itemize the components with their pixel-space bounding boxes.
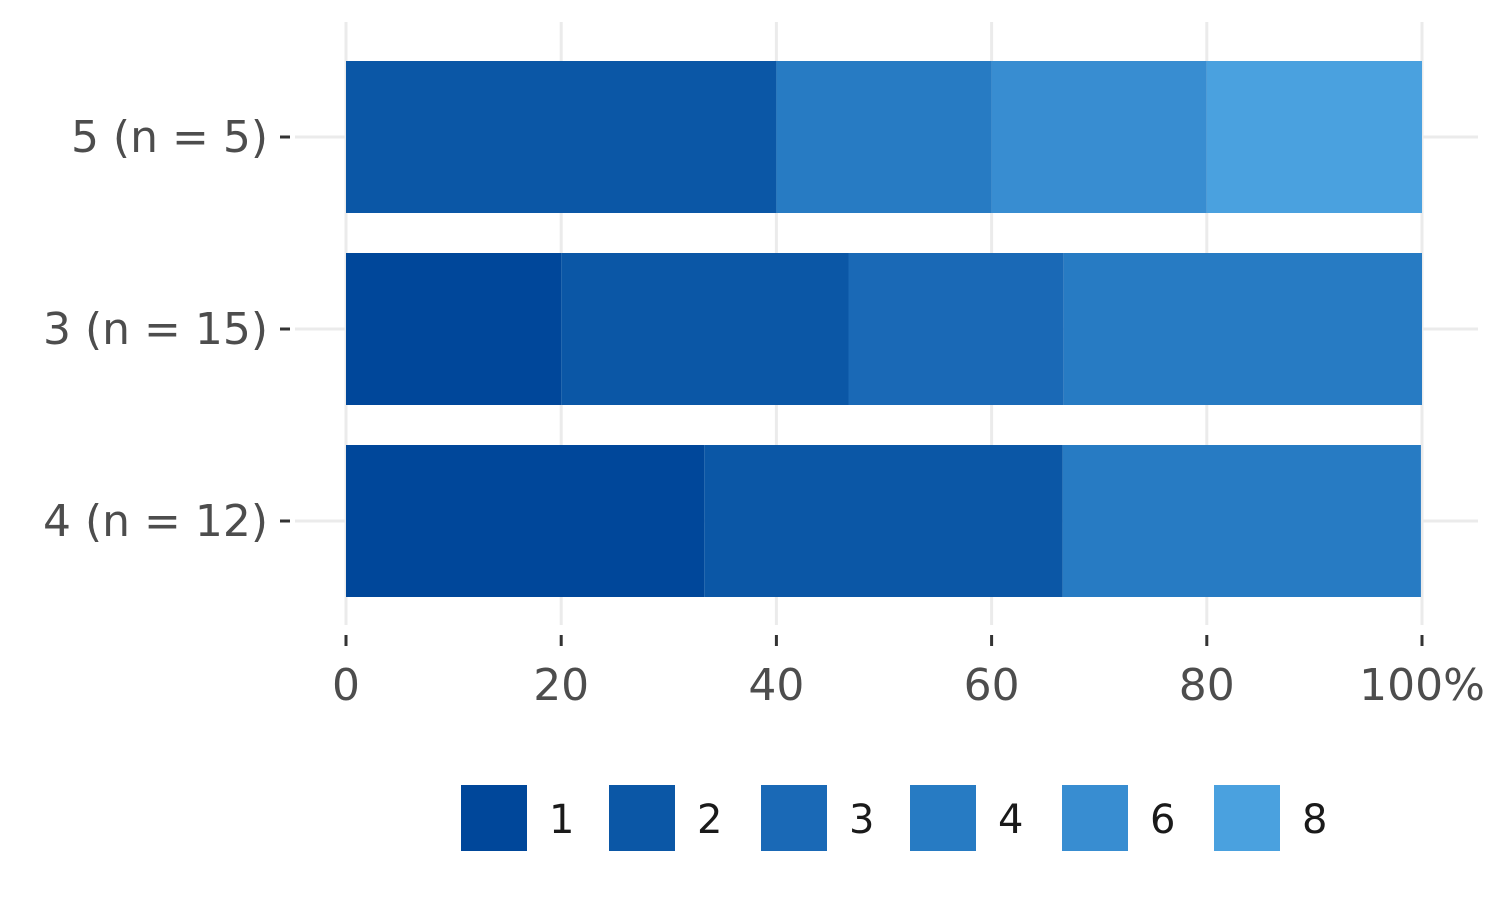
- legend-swatch: [1062, 785, 1128, 851]
- legend-label: 1: [549, 797, 574, 843]
- axes: 0 20 40 60 80 100% 5 (n = 5) 3 (n = 15) 4 (n = 1…: [43, 112, 1485, 711]
- legend: 1 2 3 4 6 8: [461, 785, 1327, 851]
- bar-segment: [1206, 61, 1422, 213]
- bar-segment: [346, 61, 777, 213]
- bar-segment: [776, 61, 992, 213]
- x-tick-label: 20: [533, 660, 589, 711]
- bar-segment: [848, 253, 1064, 405]
- legend-label: 8: [1302, 797, 1327, 843]
- bar-segment: [1063, 253, 1422, 405]
- bar-segment: [991, 61, 1207, 213]
- x-tick-label: 100%: [1359, 660, 1485, 711]
- category-label: 3 (n = 15): [43, 304, 268, 355]
- category-label: 5 (n = 5): [71, 112, 268, 163]
- category-label: 4 (n = 12): [43, 496, 268, 547]
- bars: [346, 61, 1422, 597]
- x-tick-label: 80: [1179, 660, 1235, 711]
- x-tick-label: 60: [964, 660, 1020, 711]
- bar-segment: [1062, 445, 1421, 597]
- legend-swatch: [910, 785, 976, 851]
- bar-segment: [561, 253, 849, 405]
- legend-swatch: [761, 785, 827, 851]
- legend-swatch: [461, 785, 527, 851]
- legend-label: 2: [697, 797, 722, 843]
- bar-segment: [346, 253, 562, 405]
- bar-segment: [704, 445, 1063, 597]
- legend-label: 6: [1150, 797, 1175, 843]
- legend-swatch: [1214, 785, 1280, 851]
- legend-swatch: [609, 785, 675, 851]
- bar-segment: [346, 445, 705, 597]
- x-tick-label: 0: [332, 660, 360, 711]
- legend-label: 4: [998, 797, 1023, 843]
- x-tick-label: 40: [748, 660, 804, 711]
- legend-label: 3: [849, 797, 874, 843]
